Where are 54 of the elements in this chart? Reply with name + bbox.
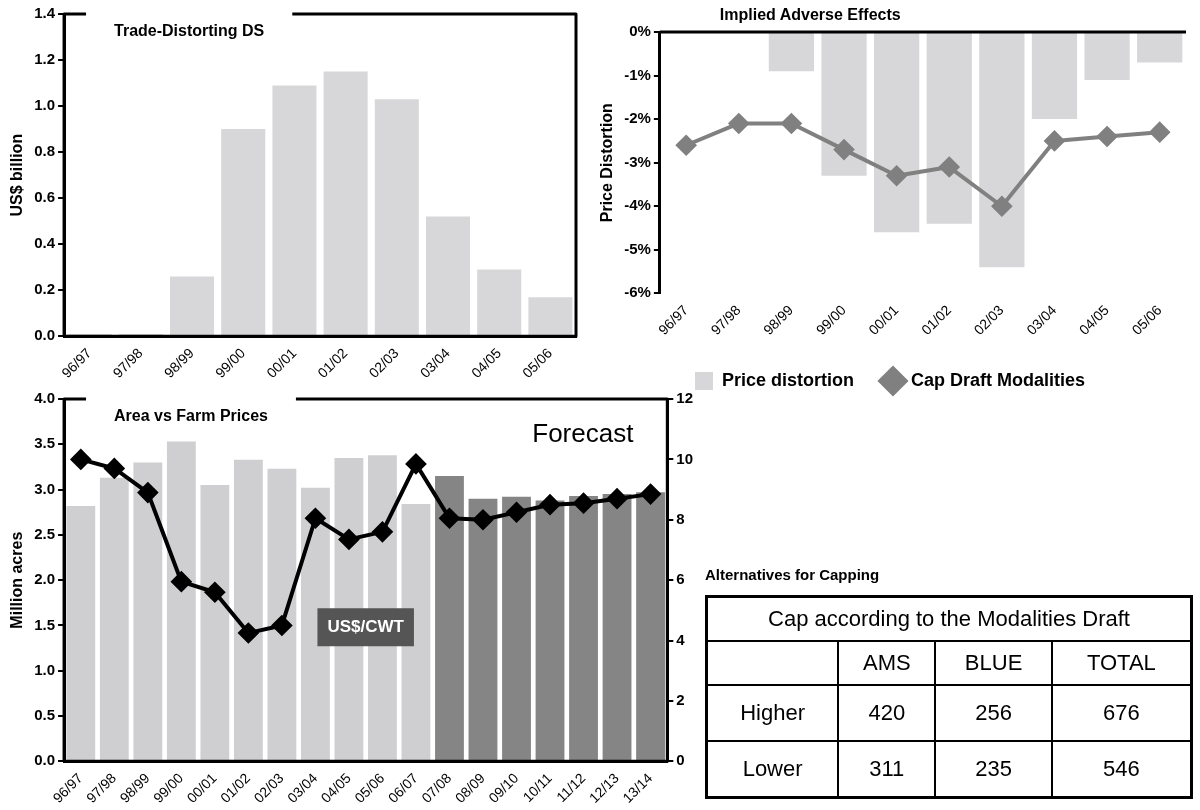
y2-tick-label: 12 (676, 389, 693, 407)
y-tick-label: -3% (624, 152, 651, 170)
x-tick-label: AMS (838, 641, 936, 685)
data-label: 420 (838, 685, 936, 741)
y-tick-label: 2.0 (34, 570, 56, 588)
y2-tick-label: 8 (676, 509, 685, 527)
chart-title: Implied Adverse Effects (719, 6, 901, 24)
y-tick-label: -4% (624, 196, 651, 214)
y-tick-label: 2.5 (34, 525, 56, 543)
y-tick-label: 1.0 (34, 96, 56, 114)
x-tick-label: TOTAL (1051, 641, 1192, 685)
y-axis-title: US$ billion (8, 133, 26, 217)
y-tick-label: 0.4 (34, 234, 56, 252)
y2-tick-label: 6 (676, 570, 685, 588)
y-tick-label: -5% (624, 239, 651, 257)
y-tick-label: 0.6 (34, 188, 56, 206)
y-tick-label: 0.2 (34, 280, 56, 298)
y2-tick-label: 0 (676, 751, 685, 769)
y-tick-label: 0% (629, 22, 651, 40)
y-tick-label: 0.0 (34, 751, 56, 769)
y-tick-label: 1.2 (34, 50, 56, 68)
data-label: 676 (1051, 685, 1192, 741)
chart-subtitle: Cap according to the Modalities Draft (706, 596, 1192, 641)
y-tick-label: Lower (706, 741, 839, 798)
y-tick-label: 1.5 (34, 615, 56, 633)
text: Area vs Farm Prices (114, 407, 269, 425)
data-label: 235 (935, 741, 1052, 798)
y-axis-title: Million acres (8, 531, 26, 629)
y-tick-label: Higher (706, 685, 839, 741)
y-tick-label: 1.4 (34, 4, 56, 22)
y-tick-label: 0.8 (34, 142, 56, 160)
y-tick-label: -1% (624, 65, 651, 83)
annotation: Forecast (532, 418, 635, 449)
y-tick-label: 3.5 (34, 434, 56, 452)
y-tick-label: -6% (624, 283, 651, 301)
annotation: US$/CWT (327, 616, 405, 636)
y2-tick-label: 10 (676, 449, 693, 467)
y-tick-label: -2% (624, 109, 651, 127)
y2-tick-label: 4 (676, 630, 686, 648)
text: Trade-Distorting DS (114, 22, 265, 40)
y-tick-label: 0.5 (34, 706, 56, 724)
data-label: 546 (1051, 741, 1192, 798)
legend-label: Price distortion (721, 369, 855, 390)
data-label: 311 (838, 741, 936, 798)
y-tick-label: 3.0 (34, 479, 56, 497)
data-label: 256 (935, 685, 1052, 741)
x-tick-label: BLUE (935, 641, 1052, 685)
legend-label: Cap Draft Modalities (911, 369, 1086, 390)
y-tick-label: 1.0 (34, 660, 56, 678)
y-tick-label: 0.0 (34, 326, 56, 344)
y-tick-label: 4.0 (34, 389, 56, 407)
chart-title: Alternatives for Capping (705, 566, 881, 583)
y2-tick-label: 2 (676, 691, 685, 709)
y-axis-title: Price Distortion (598, 103, 616, 223)
